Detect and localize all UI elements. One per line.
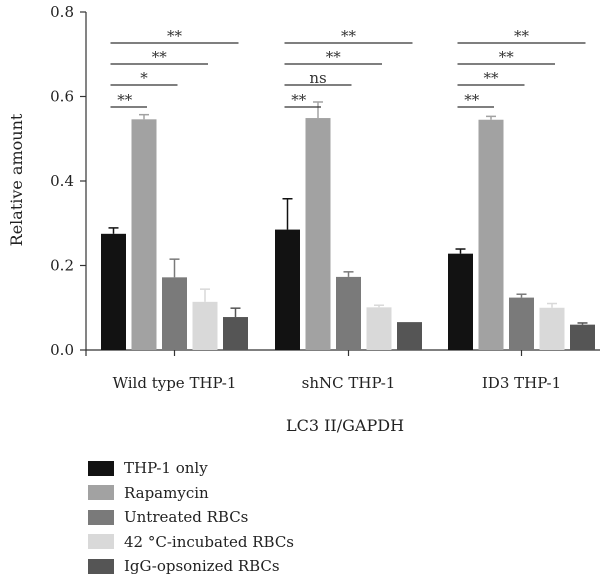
legend-swatch xyxy=(88,460,114,476)
significance-label: ** xyxy=(326,48,342,66)
legend-item: THP-1 only xyxy=(88,456,294,481)
bar xyxy=(131,119,157,350)
bar xyxy=(192,301,218,350)
bar xyxy=(478,119,504,350)
bars-layer xyxy=(101,101,595,350)
legend-label: 42 °C-incubated RBCs xyxy=(124,532,295,551)
legend-label: THP-1 only xyxy=(124,459,208,478)
legend-swatch xyxy=(88,509,114,525)
bar xyxy=(539,307,565,350)
y-tick-label: 0.2 xyxy=(50,257,74,275)
legend: THP-1 only Rapamycin Untreated RBCs 42 °C-i… xyxy=(88,456,294,579)
legend-item: Rapamycin xyxy=(88,481,294,506)
significance-label: ** xyxy=(167,27,183,45)
bar xyxy=(336,276,361,350)
legend-swatch xyxy=(88,534,114,550)
bar xyxy=(366,307,392,350)
significance-label: ** xyxy=(152,48,168,66)
significance-label: ** xyxy=(341,27,357,45)
x-tick-label: ID3 THP-1 xyxy=(482,374,561,392)
bar xyxy=(162,277,187,350)
bar xyxy=(570,324,595,350)
significance-label: ** xyxy=(464,91,480,109)
legend-label: Untreated RBCs xyxy=(124,508,249,527)
legend-item: 42 °C-incubated RBCs xyxy=(88,530,294,555)
significance-label: ** xyxy=(499,48,515,66)
x-axis: Wild type THP-1 shNC THP-1 ID3 THP-1 xyxy=(86,349,600,392)
significance-label: ** xyxy=(117,91,133,109)
significance-label: ns xyxy=(309,69,326,87)
bar xyxy=(101,233,126,350)
bar xyxy=(509,297,534,350)
significance-layer: *********ns************ xyxy=(110,27,586,109)
significance-label: ** xyxy=(514,27,530,45)
legend-item: Untreated RBCs xyxy=(88,505,294,530)
significance-label: ** xyxy=(484,69,500,87)
bar xyxy=(223,317,248,350)
legend-swatch xyxy=(88,558,114,574)
bar xyxy=(275,229,300,350)
y-tick-label: 0.4 xyxy=(50,172,74,190)
y-axis-title: Relative amount xyxy=(7,113,26,246)
significance-label: * xyxy=(140,69,148,87)
significance-label: ** xyxy=(291,91,307,109)
bar-chart: 0.0 0.2 0.4 0.6 0.8 Wild type THP-1 shNC THP-… xyxy=(7,3,600,435)
bar xyxy=(305,118,331,350)
x-tick-label: Wild type THP-1 xyxy=(113,374,237,392)
y-axis: 0.0 0.2 0.4 0.6 0.8 xyxy=(50,3,87,359)
bar xyxy=(397,322,422,350)
legend-label: Rapamycin xyxy=(124,483,209,502)
x-axis-title: LC3 II/GAPDH xyxy=(286,416,404,435)
y-tick-label: 0.6 xyxy=(50,88,74,106)
legend-swatch xyxy=(88,485,114,501)
legend-label: IgG-opsonized RBCs xyxy=(124,557,280,576)
y-tick-label: 0.0 xyxy=(50,341,74,359)
legend-item: IgG-opsonized RBCs xyxy=(88,554,294,579)
x-tick-label: shNC THP-1 xyxy=(302,374,396,392)
bar xyxy=(448,253,473,350)
y-tick-label: 0.8 xyxy=(50,3,74,21)
